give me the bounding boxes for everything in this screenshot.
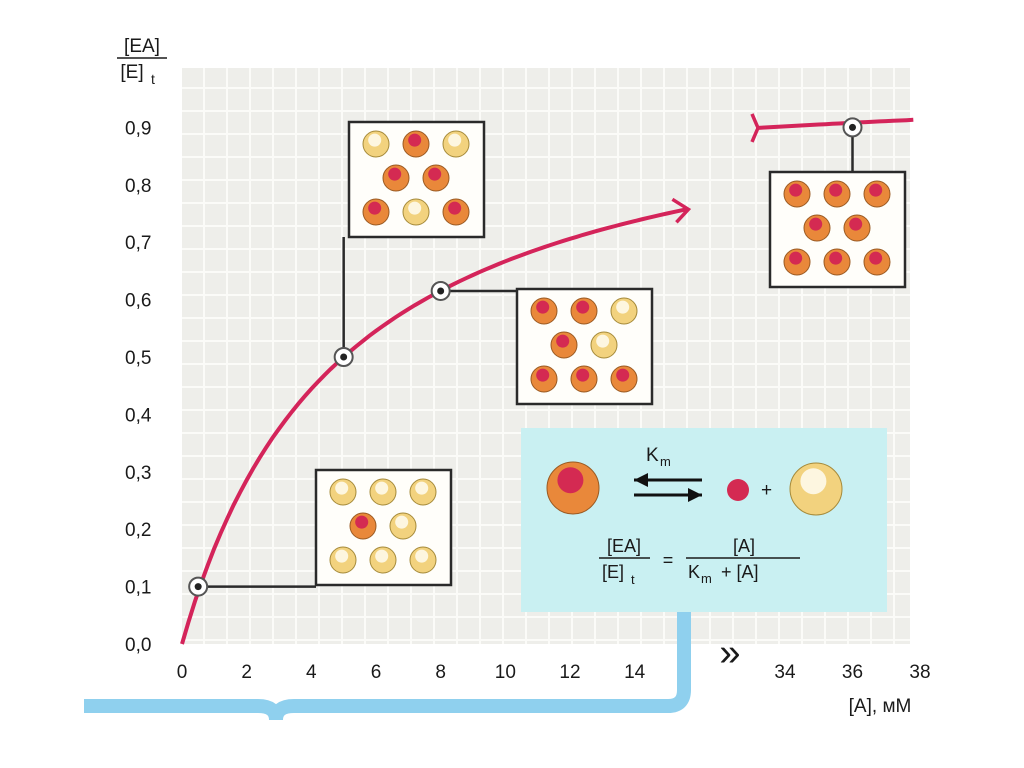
empty-binding-site bbox=[800, 468, 827, 495]
bound-ligand bbox=[556, 334, 570, 348]
inset-km-label: K bbox=[646, 445, 659, 466]
bound-ligand bbox=[448, 201, 462, 215]
bound-ligand bbox=[869, 251, 883, 265]
y-tick-label: 0,3 bbox=[125, 463, 151, 484]
empty-binding-site bbox=[596, 334, 610, 348]
empty-binding-site bbox=[395, 515, 409, 529]
inset-eq-rhs-numerator: [A] bbox=[733, 536, 755, 556]
data-point-center bbox=[437, 287, 445, 295]
range-brace-shape bbox=[84, 612, 691, 721]
axis-labels: [EA] [E] t [A], мМ » bbox=[117, 36, 911, 717]
inset-plus: + bbox=[761, 480, 772, 501]
bound-ligand bbox=[557, 467, 584, 494]
x-tick-label: 34 bbox=[774, 662, 796, 683]
occupancy-panel bbox=[314, 468, 453, 587]
inset-eq-lhs-denominator-sub: t bbox=[631, 572, 635, 587]
arrow-head-right bbox=[688, 488, 702, 502]
free-ligand bbox=[727, 479, 749, 501]
empty-binding-site bbox=[415, 549, 429, 563]
inset-molecules bbox=[546, 461, 843, 516]
x-tick-label: 36 bbox=[842, 662, 863, 683]
range-brace bbox=[84, 612, 691, 721]
x-tick-label: 12 bbox=[559, 662, 580, 683]
bound-ligand bbox=[829, 183, 843, 197]
x-tick-label: 8 bbox=[435, 662, 446, 683]
inset-background bbox=[521, 428, 887, 612]
y-tick-label: 0,2 bbox=[125, 520, 151, 541]
tick-labels: 0,0 0,1 0,2 0,3 0,4 0,5 0,6 0,7 0,8 0,9 0 2 4 6 8 10 12 1… bbox=[125, 118, 931, 683]
inset-km-sub: m bbox=[660, 454, 671, 469]
arrow-head-left bbox=[634, 473, 648, 487]
inset-eq-rhs-rest: + [A] bbox=[721, 562, 759, 582]
inset-eq-sign: = bbox=[663, 550, 674, 570]
inset-eq-rhs-k: K bbox=[688, 562, 700, 582]
equation-inset: K m + [EA] [E] t = [A] K m + [A] bbox=[521, 428, 887, 612]
empty-binding-site bbox=[335, 549, 349, 563]
curve-break-chevron-right bbox=[750, 113, 760, 143]
y-tick-label: 0,8 bbox=[125, 176, 151, 197]
bound-ligand bbox=[576, 368, 590, 382]
y-tick-label: 0,1 bbox=[125, 578, 151, 599]
y-tick-label: 0,9 bbox=[125, 118, 151, 139]
bound-ligand bbox=[809, 217, 823, 231]
occupancy-panel bbox=[515, 287, 654, 406]
axis-break-mark: » bbox=[719, 632, 740, 674]
bound-ligand bbox=[789, 183, 803, 197]
binding-curve-right bbox=[757, 117, 914, 130]
y-tick-label: 0,7 bbox=[125, 233, 151, 254]
data-point bbox=[188, 576, 209, 597]
y-tick-label: 0,0 bbox=[125, 635, 151, 656]
y-tick-label: 0,5 bbox=[125, 348, 151, 369]
empty-binding-site bbox=[375, 481, 389, 495]
x-tick-label: 6 bbox=[371, 662, 382, 683]
bound-ligand bbox=[355, 515, 369, 529]
data-points bbox=[188, 117, 863, 597]
bound-ligand bbox=[388, 167, 402, 181]
curve-break-chevron bbox=[671, 197, 692, 224]
empty-binding-site bbox=[616, 300, 630, 314]
x-axis-label: [A], мМ bbox=[849, 696, 912, 717]
inset-eq-lhs-denominator: [E] bbox=[602, 562, 624, 582]
data-point-center bbox=[849, 123, 856, 131]
occupancy-panels bbox=[198, 120, 907, 588]
data-point bbox=[333, 347, 354, 367]
y-axis-label-denominator-sub: t bbox=[151, 71, 155, 87]
x-tick-label: 0 bbox=[177, 662, 188, 683]
y-tick-label: 0,4 bbox=[125, 405, 152, 426]
empty-binding-site bbox=[448, 133, 462, 147]
x-tick-label: 10 bbox=[495, 662, 516, 683]
bound-ligand bbox=[869, 183, 883, 197]
bound-ligand bbox=[536, 368, 550, 382]
inset-eq-rhs-k-sub: m bbox=[701, 571, 712, 586]
bound-ligand bbox=[428, 167, 442, 181]
occupancy-panel bbox=[768, 170, 907, 289]
occupancy-panel bbox=[347, 120, 486, 239]
bound-ligand bbox=[536, 300, 550, 314]
empty-binding-site bbox=[415, 481, 429, 495]
x-tick-label: 38 bbox=[909, 662, 930, 683]
x-tick-label: 14 bbox=[624, 662, 646, 683]
empty-binding-site bbox=[335, 481, 349, 495]
empty-binding-site bbox=[375, 549, 389, 563]
bound-ligand bbox=[576, 300, 590, 314]
bound-ligand bbox=[368, 201, 382, 215]
x-tick-label: 4 bbox=[306, 662, 317, 683]
bound-ligand bbox=[829, 251, 843, 265]
inset-eq-lhs-numerator: [EA] bbox=[607, 536, 641, 556]
data-point-center bbox=[194, 583, 202, 591]
data-point-center bbox=[340, 353, 348, 361]
y-axis-label-denominator: [E] bbox=[120, 62, 143, 83]
data-point bbox=[842, 117, 863, 138]
empty-binding-site bbox=[408, 201, 422, 215]
x-tick-label: 2 bbox=[241, 662, 252, 683]
bound-ligand bbox=[408, 133, 422, 147]
empty-binding-site bbox=[368, 133, 382, 147]
y-axis-label-numerator: [EA] bbox=[124, 36, 160, 57]
bound-ligand bbox=[849, 217, 863, 231]
data-point bbox=[430, 280, 451, 301]
bound-ligand bbox=[789, 251, 803, 265]
y-tick-label: 0,6 bbox=[125, 291, 151, 312]
bound-ligand bbox=[616, 368, 630, 382]
